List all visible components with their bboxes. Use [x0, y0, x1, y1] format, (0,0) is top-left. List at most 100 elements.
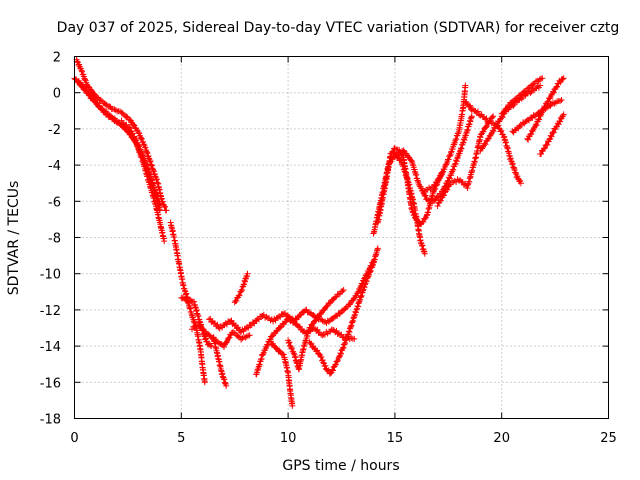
data-point	[408, 157, 414, 164]
x-tick-label: 20	[493, 431, 510, 446]
data-point	[339, 345, 346, 352]
data-point	[544, 141, 551, 148]
data-point	[420, 218, 427, 225]
data-point	[369, 262, 376, 269]
data-point	[79, 68, 86, 75]
data-point	[339, 288, 346, 295]
series-track-3	[75, 77, 168, 245]
series-track-11	[253, 315, 358, 378]
data-point	[539, 75, 546, 82]
data-point	[243, 333, 250, 340]
data-point	[112, 107, 119, 114]
data-point	[343, 336, 350, 343]
data-point	[127, 124, 133, 131]
data-point	[423, 196, 430, 203]
data-point	[332, 361, 339, 368]
data-point	[391, 145, 398, 152]
x-tick-label: 15	[387, 431, 404, 446]
data-point	[341, 341, 348, 348]
data-point	[548, 133, 555, 140]
data-point	[226, 334, 233, 341]
data-point	[340, 286, 347, 293]
data-point	[123, 113, 130, 120]
x-tick-label: 5	[177, 431, 185, 446]
series-track-24	[524, 75, 567, 143]
data-point	[421, 250, 428, 257]
data-point	[235, 333, 242, 340]
data-point	[503, 105, 510, 112]
data-point	[434, 203, 441, 209]
series-track-19	[434, 113, 497, 209]
data-point	[269, 333, 276, 340]
data-point	[332, 362, 339, 368]
data-point	[517, 180, 524, 187]
data-point	[78, 67, 85, 74]
data-point	[129, 130, 136, 137]
data-point	[125, 124, 132, 130]
data-point	[483, 115, 490, 122]
data-point	[446, 152, 453, 159]
data-point	[498, 127, 505, 134]
series-track-13	[285, 286, 347, 373]
data-point	[431, 182, 438, 189]
grid	[74, 56, 609, 419]
data-point	[542, 104, 549, 111]
data-point	[319, 317, 326, 324]
data-point	[533, 122, 540, 129]
data-point	[323, 303, 330, 310]
data-point	[443, 161, 450, 168]
data-point	[352, 309, 359, 316]
data-point	[321, 331, 328, 338]
data-point	[318, 354, 325, 360]
data-point	[468, 113, 475, 120]
data-point	[97, 96, 104, 103]
data-point	[337, 350, 344, 357]
data-point	[319, 332, 326, 339]
data-point	[490, 128, 497, 135]
data-point	[482, 141, 489, 148]
data-point	[138, 136, 145, 142]
data-point	[559, 76, 566, 83]
data-point	[536, 116, 543, 123]
data-point	[286, 339, 293, 346]
data-point	[538, 75, 544, 82]
data-point	[477, 134, 484, 141]
data-point	[558, 96, 565, 103]
data-point	[550, 129, 557, 136]
y-axis-title: SDTVAR / TECUs	[6, 181, 22, 296]
data-point	[79, 81, 86, 88]
data-point	[161, 238, 168, 245]
y-tick-label: 0	[53, 87, 61, 102]
data-point	[387, 159, 394, 166]
data-point	[421, 188, 428, 194]
data-point	[263, 313, 270, 320]
y-tick-label: -12	[40, 304, 61, 319]
data-point	[330, 367, 336, 374]
data-point	[201, 379, 208, 386]
data-point	[453, 158, 460, 165]
data-point	[163, 207, 170, 214]
data-point	[490, 113, 497, 120]
y-tick-label: -8	[48, 232, 61, 247]
data-point	[207, 342, 214, 349]
data-point	[560, 111, 567, 118]
data-point	[557, 79, 564, 86]
data-point	[104, 110, 111, 117]
data-point	[483, 123, 490, 130]
data-point	[288, 345, 295, 352]
data-point	[446, 175, 453, 182]
series-track-8	[210, 334, 230, 389]
data-point	[557, 98, 564, 105]
data-point	[314, 347, 321, 354]
data-point	[422, 192, 429, 199]
data-point	[437, 197, 444, 204]
data-point	[441, 192, 447, 199]
data-point	[553, 84, 560, 91]
data-point	[541, 145, 548, 152]
series-track-16	[370, 150, 428, 257]
series-track-22	[498, 75, 546, 117]
data-point	[238, 336, 245, 343]
data-point	[397, 156, 404, 163]
data-point	[273, 328, 280, 335]
series-track-9	[206, 258, 377, 336]
